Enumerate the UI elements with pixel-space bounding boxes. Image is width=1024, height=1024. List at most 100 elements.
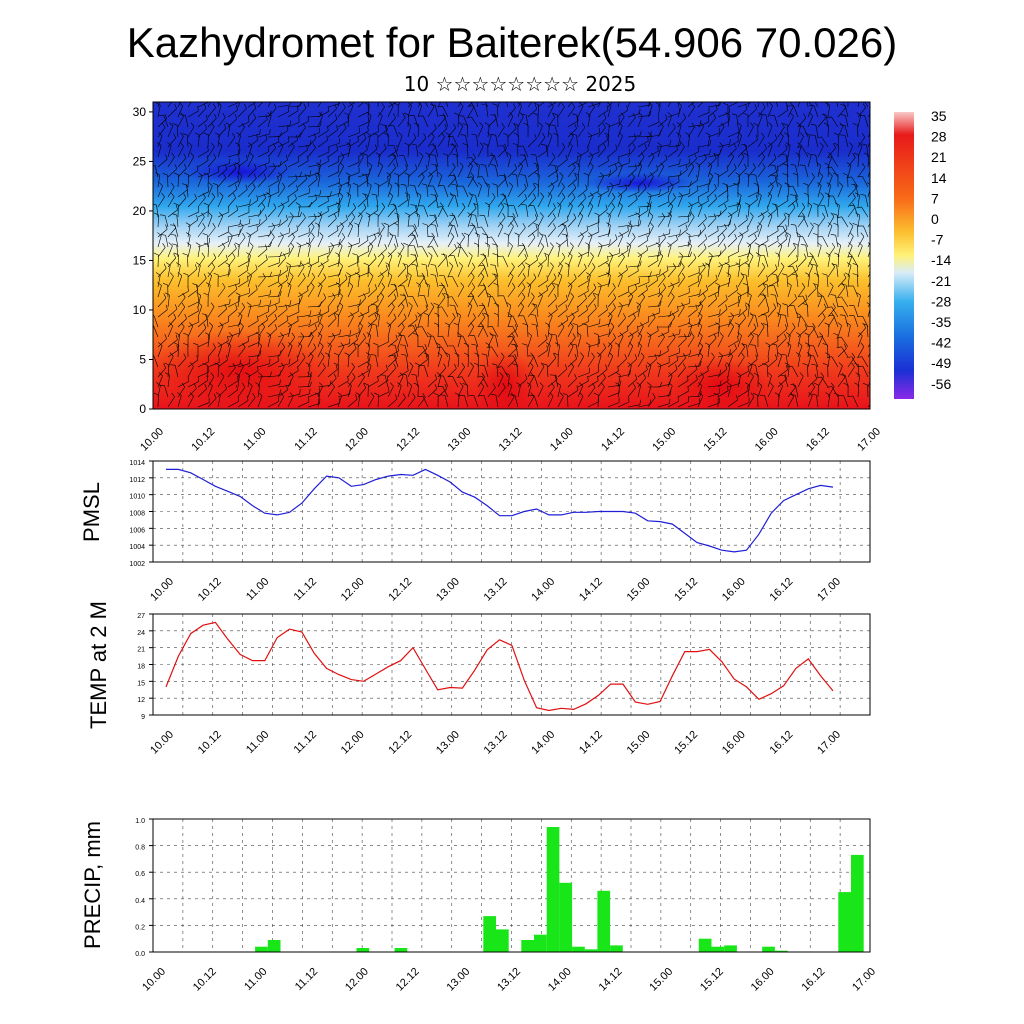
wind-barb-flag: [245, 372, 250, 376]
wind-barb-flag: [874, 284, 876, 289]
wind-barb: [267, 147, 276, 158]
wind-barb-flag: [190, 122, 195, 127]
wind-barb: [237, 295, 241, 308]
wind-barb-flag: [156, 142, 162, 146]
wind-barb: [417, 285, 421, 298]
wind-barb: [237, 347, 246, 358]
wind-barb: [397, 169, 408, 178]
wind-barb-flag: [687, 322, 693, 326]
wind-barb-flag: [164, 333, 167, 339]
wind-barb: [397, 326, 405, 338]
wind-barb: [467, 326, 475, 338]
wind-barb: [394, 155, 399, 168]
wind-barb: [247, 275, 252, 288]
wind-barb-flag: [762, 283, 768, 286]
wind-barb: [267, 115, 272, 128]
wind-barb-flag: [400, 344, 406, 346]
wind-barb: [627, 270, 639, 278]
wind-barb: [495, 165, 499, 178]
wind-barb-flag: [813, 202, 818, 206]
wind-barb-flag: [157, 282, 162, 286]
wind-barb: [247, 246, 254, 258]
wind-barb: [497, 225, 504, 238]
wind-barb-flag: [649, 212, 654, 217]
wind-barb: [327, 211, 339, 218]
wind-barb-flag: [349, 139, 351, 145]
wind-barb-flag: [461, 362, 465, 368]
wind-barb: [475, 215, 479, 228]
wind-barb: [267, 236, 275, 248]
wind-barb-flag: [201, 252, 206, 258]
x-tick-label: 16.00: [720, 729, 748, 757]
wind-barb: [317, 210, 329, 218]
wind-barb: [557, 319, 568, 328]
wind-barb-flag: [823, 113, 827, 119]
wind-barb-flag: [332, 292, 336, 298]
wind-barb-flag: [162, 122, 166, 128]
wind-barb-flag: [380, 292, 385, 297]
wind-barb-flag: [659, 189, 661, 195]
wind-barb: [657, 102, 662, 108]
wind-barb: [337, 245, 343, 258]
wind-barb-flag: [540, 234, 546, 236]
wind-barb: [453, 255, 459, 268]
wind-barb-flag: [186, 242, 192, 246]
wind-barb: [237, 165, 240, 178]
precip-bar: [356, 948, 370, 952]
wind-barb-flag: [833, 332, 839, 336]
wind-barb: [317, 315, 323, 328]
wind-barb: [517, 258, 527, 268]
wind-barb-flag: [550, 374, 556, 376]
wind-barb: [277, 111, 289, 118]
wind-barb: [407, 275, 412, 288]
wind-barb-flag: [203, 292, 209, 296]
wind-barb: [647, 215, 654, 228]
wind-barb: [657, 383, 670, 388]
wind-barb-flag: [318, 312, 323, 317]
wind-barb: [677, 229, 688, 238]
wind-barb-flag: [289, 300, 292, 306]
wind-barb: [617, 269, 628, 278]
wind-barb-flag: [639, 130, 642, 136]
wind-barb-flag: [667, 346, 669, 352]
wind-barb-flag: [249, 199, 251, 205]
wind-barb-flag: [220, 372, 225, 377]
x-tick-label: 12.12: [394, 966, 422, 994]
wind-barb-flag: [430, 224, 436, 226]
wind-barb-flag: [553, 273, 557, 279]
wind-barb: [307, 403, 320, 408]
wind-barb-flag: [441, 132, 445, 138]
wind-barb-flag: [851, 362, 855, 368]
wind-barb: [627, 224, 640, 228]
wind-barb: [415, 255, 419, 268]
wind-barb: [847, 165, 852, 178]
wind-barb-flag: [795, 352, 801, 356]
wind-barb-flag: [351, 362, 355, 368]
wind-barb-flag: [424, 344, 428, 349]
wind-barb-flag: [839, 122, 844, 127]
wind-barb-flag: [733, 182, 739, 186]
wind-barb: [437, 355, 443, 368]
wind-barb: [515, 345, 519, 358]
wind-barb-flag: [662, 233, 666, 238]
wind-barb: [247, 375, 250, 388]
pmsl-x-axis: 10.00 10.12 11.00 11.12 12.00 12.12 13.00 13.12…: [148, 576, 843, 604]
wind-barb-flag: [768, 122, 773, 126]
wind-barb-flag: [222, 282, 226, 288]
wind-barb-flag: [588, 96, 589, 101]
wind-barb: [826, 115, 829, 128]
wind-barb-flag: [745, 304, 748, 310]
wind-barb-flag: [177, 272, 183, 276]
wind-barb: [577, 309, 588, 318]
wind-barb-flag: [155, 272, 161, 276]
wind-barb-flag: [153, 212, 159, 216]
wind-barb: [567, 310, 579, 318]
wind-barb: [667, 265, 680, 268]
wind-barb: [697, 297, 706, 308]
wind-barb-flag: [542, 363, 548, 366]
wind-barb: [537, 265, 543, 278]
wind-barb-flag: [760, 322, 765, 327]
wind-barb: [407, 195, 410, 208]
wind-barb-flag: [244, 103, 247, 109]
wind-barb: [844, 105, 849, 118]
